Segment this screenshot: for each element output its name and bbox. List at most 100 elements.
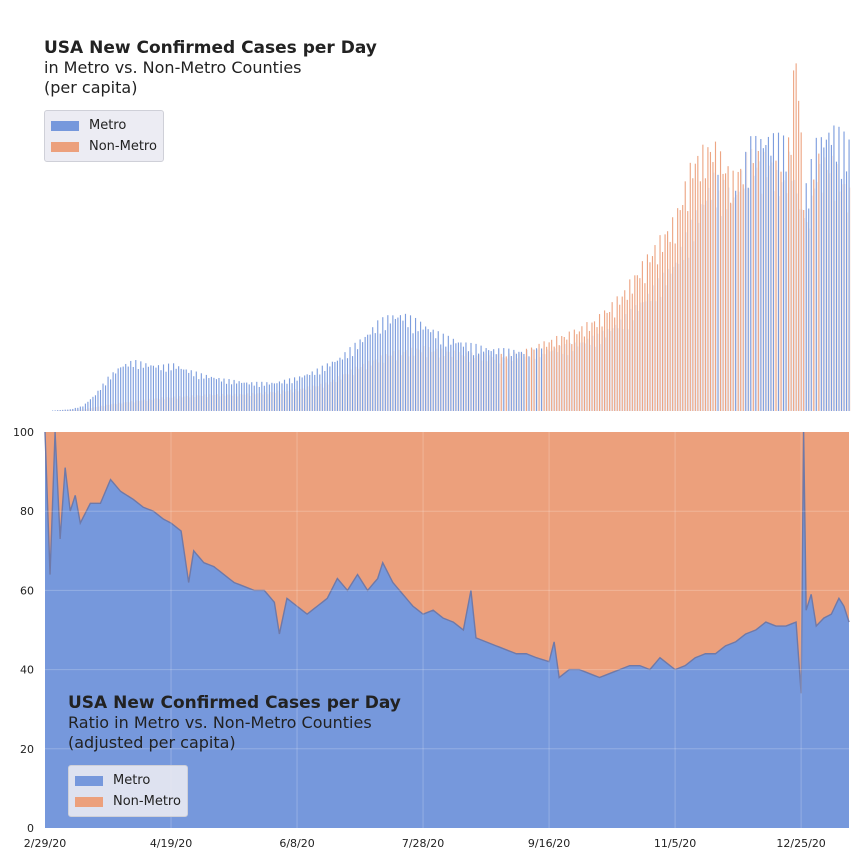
metro-bar [453,339,454,411]
non-metro-bar [710,152,711,411]
metro-bar [463,347,464,411]
metro-bar [279,381,280,411]
metro-bar [337,361,338,411]
metro-bar [108,377,109,411]
metro-bar [218,378,219,411]
metro-bar [382,317,383,411]
non-metro-bar [644,283,645,411]
metro-bar [342,359,343,411]
y-tick-label: 100 [13,426,34,439]
metro-bar [352,356,353,411]
metro-bar [357,349,358,411]
non-metro-bar [607,313,608,411]
metro-bar [521,352,522,411]
metro-bar [135,360,136,411]
metro-bar [223,379,224,411]
metro-bar [511,356,512,411]
non-metro-bar [602,327,603,412]
non-metro-bar [695,164,696,411]
metro-bar [465,342,466,411]
non-metro-bar [715,142,716,411]
metro-bar [100,390,101,411]
metro-bar [395,319,396,411]
non-metro-bar [657,264,658,411]
bottom-title-block: USA New Confirmed Cases per Day Ratio in… [68,693,401,753]
metro-bar [344,352,345,411]
non-metro-bar [682,205,683,411]
metro-bar [503,348,504,411]
metro-bar [128,367,129,411]
metro-bar [82,406,83,411]
metro-bar [148,367,149,411]
metro-bar [302,377,303,411]
metro-bar [808,209,809,411]
metro-bar [173,363,174,411]
metro-bar [317,369,318,411]
metro-bar [289,378,290,411]
metro-bar [244,383,245,411]
metro-bar [130,361,131,411]
non-metro-bar [564,337,565,411]
non-metro-bar [559,345,560,411]
metro-bar [259,387,260,411]
x-tick-label: 4/19/20 [150,837,192,850]
non-metro-bar [624,290,625,411]
non-metro-bar [604,310,605,411]
metro-bar [362,342,363,411]
metro-bar [498,348,499,411]
metro-bar [402,321,403,411]
metro-bar [304,375,305,411]
x-tick-label: 9/16/20 [528,837,570,850]
metro-bar [475,344,476,411]
metro-bar [823,147,824,411]
non-metro-bar [740,169,741,411]
metro-bar [387,315,388,411]
metro-bar [322,366,323,411]
metro-bar [513,350,514,411]
metro-bar [307,374,308,411]
metro-bar [846,171,847,411]
metro-bar [102,384,103,411]
non-metro-bar [594,321,595,411]
metro-bar [816,138,817,411]
x-tick-label: 12/25/20 [776,837,825,850]
non-metro-bar [692,178,693,411]
metro-bar [158,365,159,411]
non-metro-bar [725,173,726,411]
metro-bar [198,379,199,411]
metro-bar [831,145,832,411]
metro-bar [849,140,850,411]
non-metro-bar [649,262,650,411]
non-metro-bar [569,332,570,411]
non-metro-bar [700,181,701,411]
metro-bar [234,380,235,411]
non-metro-bar [720,151,721,411]
non-metro-bar [775,161,776,411]
metro-bar [332,362,333,411]
non-metro-bar [665,234,666,411]
non-metro-bar [634,275,635,411]
metro-bar [763,148,764,411]
non-metro-bar [675,243,676,411]
metro-bar [347,358,348,411]
non-metro-bar [554,347,555,411]
metro-bar [249,384,250,411]
non-metro-bar [685,181,686,411]
metro-bar [90,399,91,411]
metro-bar [435,338,436,411]
metro-bar [140,361,141,411]
metro-bar [821,137,822,411]
metro-bar [181,369,182,411]
non-metro-bar [591,323,592,411]
metro-bar [329,366,330,411]
metro-bar [423,330,424,411]
metro-bar [496,354,497,411]
metro-bar [420,322,421,411]
non-metro-bar [652,256,653,411]
metro-bar [254,386,255,411]
x-tick-label: 11/5/20 [654,837,696,850]
metro-bar [536,348,537,411]
metro-bar [319,375,320,412]
metro-bar [806,183,807,411]
non-metro-bar [584,336,585,411]
